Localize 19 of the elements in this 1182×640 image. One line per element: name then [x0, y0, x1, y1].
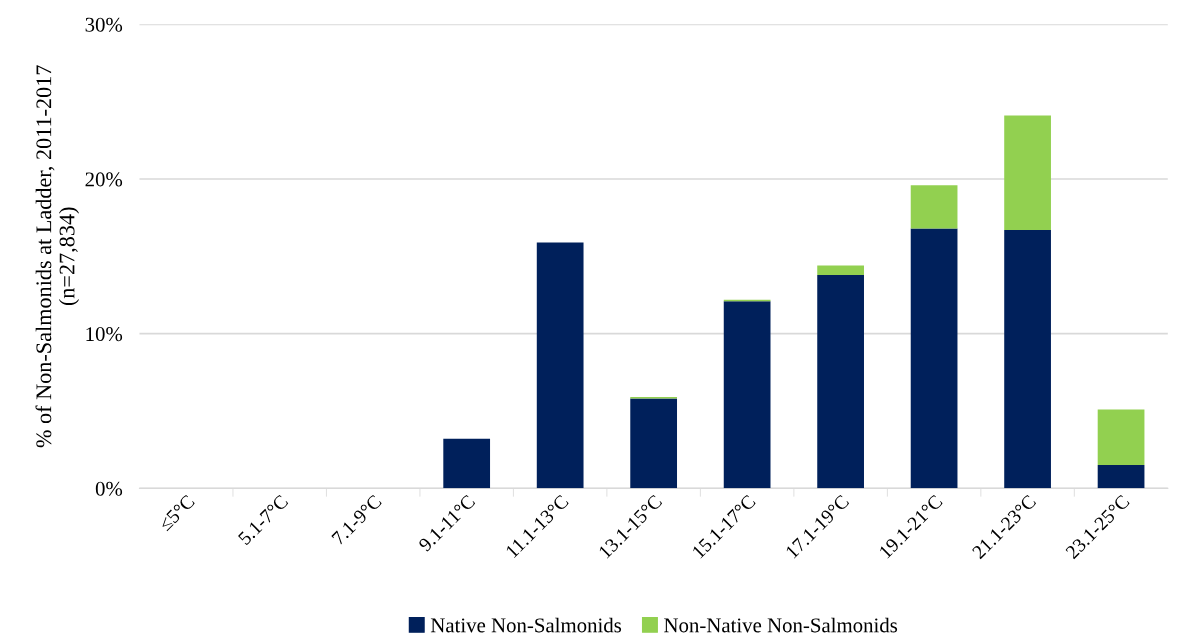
y-tick-label: 10% [86, 327, 123, 342]
y-tick-label: 0% [95, 481, 123, 496]
legend-label: Non-Native Non-Salmonids [664, 617, 898, 633]
y-axis-title: % of Non-Salmonids at Ladder, 2011-2017 (n=27,834) [35, 65, 80, 448]
y-tick-label: 20% [85, 172, 123, 187]
y-tick-label: 30% [85, 17, 123, 32]
bar [443, 438, 491, 489]
bar [910, 185, 958, 229]
bar [817, 265, 864, 275]
legend-label: Native Non-Salmonids [430, 617, 622, 633]
bar [1004, 230, 1051, 489]
bar [1004, 115, 1051, 231]
bar [910, 228, 958, 489]
bar [723, 301, 771, 489]
bar [817, 274, 864, 489]
bar [1097, 465, 1145, 489]
bar [630, 398, 678, 489]
bar [1097, 409, 1145, 466]
bar [536, 242, 584, 489]
